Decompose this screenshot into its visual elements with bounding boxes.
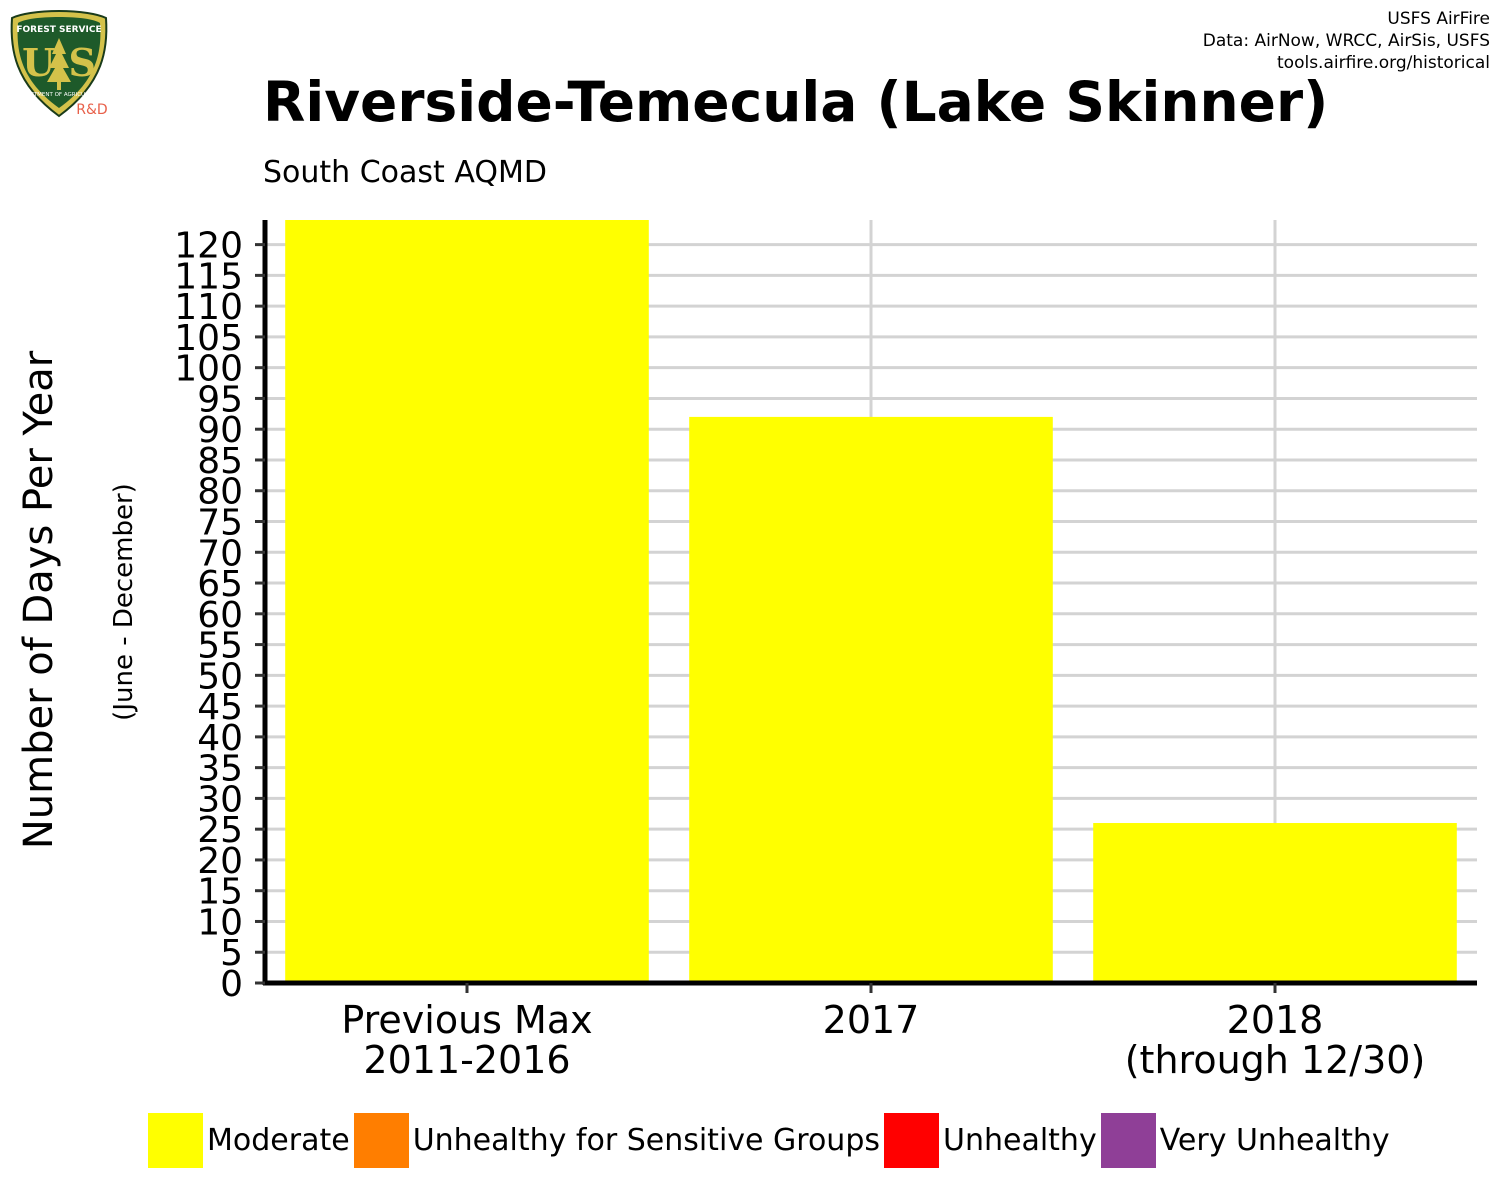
svg-text:FOREST SERVICE: FOREST SERVICE xyxy=(16,25,101,35)
legend-swatch xyxy=(884,1113,939,1168)
y-tick-label: 95 xyxy=(197,379,243,420)
legend-item: Moderate xyxy=(148,1113,350,1168)
y-tick-label: 20 xyxy=(197,841,243,882)
x-tick-label: 2018 xyxy=(1227,998,1324,1042)
x-tick-label: 2017 xyxy=(823,998,920,1042)
y-tick-label: 40 xyxy=(197,718,243,759)
legend-label: Moderate xyxy=(207,1123,350,1158)
y-tick-label: 30 xyxy=(197,779,243,820)
legend-swatch xyxy=(1100,1113,1156,1168)
y-tick-label: 105 xyxy=(174,318,243,359)
legend-item: Very Unhealthy xyxy=(1100,1113,1390,1168)
x-tick-label: Previous Max xyxy=(341,998,592,1042)
x-tick-label: (through 12/30) xyxy=(1125,1038,1426,1082)
y-axis-subtitle: (June - December) xyxy=(109,483,139,721)
credit-line-1: USFS AirFire xyxy=(1387,9,1490,29)
y-tick-label: 75 xyxy=(197,503,243,544)
bar-moderate xyxy=(285,220,649,983)
svg-text:R&D: R&D xyxy=(76,102,107,118)
y-tick-label: 5 xyxy=(220,933,243,974)
legend-swatch xyxy=(148,1113,203,1168)
credit-line-2: Data: AirNow, WRCC, AirSis, USFS xyxy=(1202,31,1490,51)
y-tick-label: 50 xyxy=(197,656,243,697)
bar-moderate xyxy=(1093,823,1457,983)
y-tick-label: 15 xyxy=(197,872,243,913)
y-tick-label: 60 xyxy=(197,595,243,636)
data-credits: USFS AirFire Data: AirNow, WRCC, AirSis,… xyxy=(1203,8,1490,74)
legend-item: Unhealthy for Sensitive Groups xyxy=(353,1113,880,1168)
bar-moderate xyxy=(689,416,1053,984)
y-tick-label: 90 xyxy=(197,410,243,451)
usfs-shield-icon: FOREST SERVICE U S DEPARTMENT OF AGRICUL… xyxy=(10,9,108,118)
y-tick-label: 55 xyxy=(197,626,243,667)
y-tick-label: 45 xyxy=(197,687,243,728)
chart-title: Riverside-Temecula (Lake Skinner) xyxy=(263,70,1329,134)
y-tick-label: 25 xyxy=(197,810,243,851)
y-tick-label: 35 xyxy=(197,749,243,790)
x-tick-label: 2011-2016 xyxy=(363,1038,570,1082)
legend: Moderate Unhealthy for Sensitive Groups Un… xyxy=(148,1113,1394,1168)
legend-label: Unhealthy for Sensitive Groups xyxy=(412,1123,880,1158)
legend-item: Unhealthy xyxy=(884,1113,1097,1168)
y-tick-label: 10 xyxy=(197,902,243,943)
y-tick-label: 100 xyxy=(174,349,243,390)
chart-subtitle: South Coast AQMD xyxy=(263,155,547,190)
y-tick-label: 80 xyxy=(197,472,243,513)
legend-label: Unhealthy xyxy=(943,1123,1097,1158)
y-tick-label: 120 xyxy=(174,226,243,267)
y-tick-label: 115 xyxy=(174,256,243,297)
svg-text:DEPARTMENT OF AGRICULTURE: DEPARTMENT OF AGRICULTURE xyxy=(16,92,103,98)
y-tick-label: 110 xyxy=(174,287,243,328)
y-tick-label: 70 xyxy=(197,533,243,574)
legend-swatch xyxy=(353,1113,409,1168)
y-axis-title: Number of Days Per Year xyxy=(16,350,62,849)
y-tick-label: 85 xyxy=(197,441,243,482)
y-tick-label: 65 xyxy=(197,564,243,605)
legend-label: Very Unhealthy xyxy=(1159,1123,1390,1158)
y-tick-label: 0 xyxy=(220,964,243,1005)
credit-line-3: tools.airfire.org/historical xyxy=(1277,53,1490,73)
